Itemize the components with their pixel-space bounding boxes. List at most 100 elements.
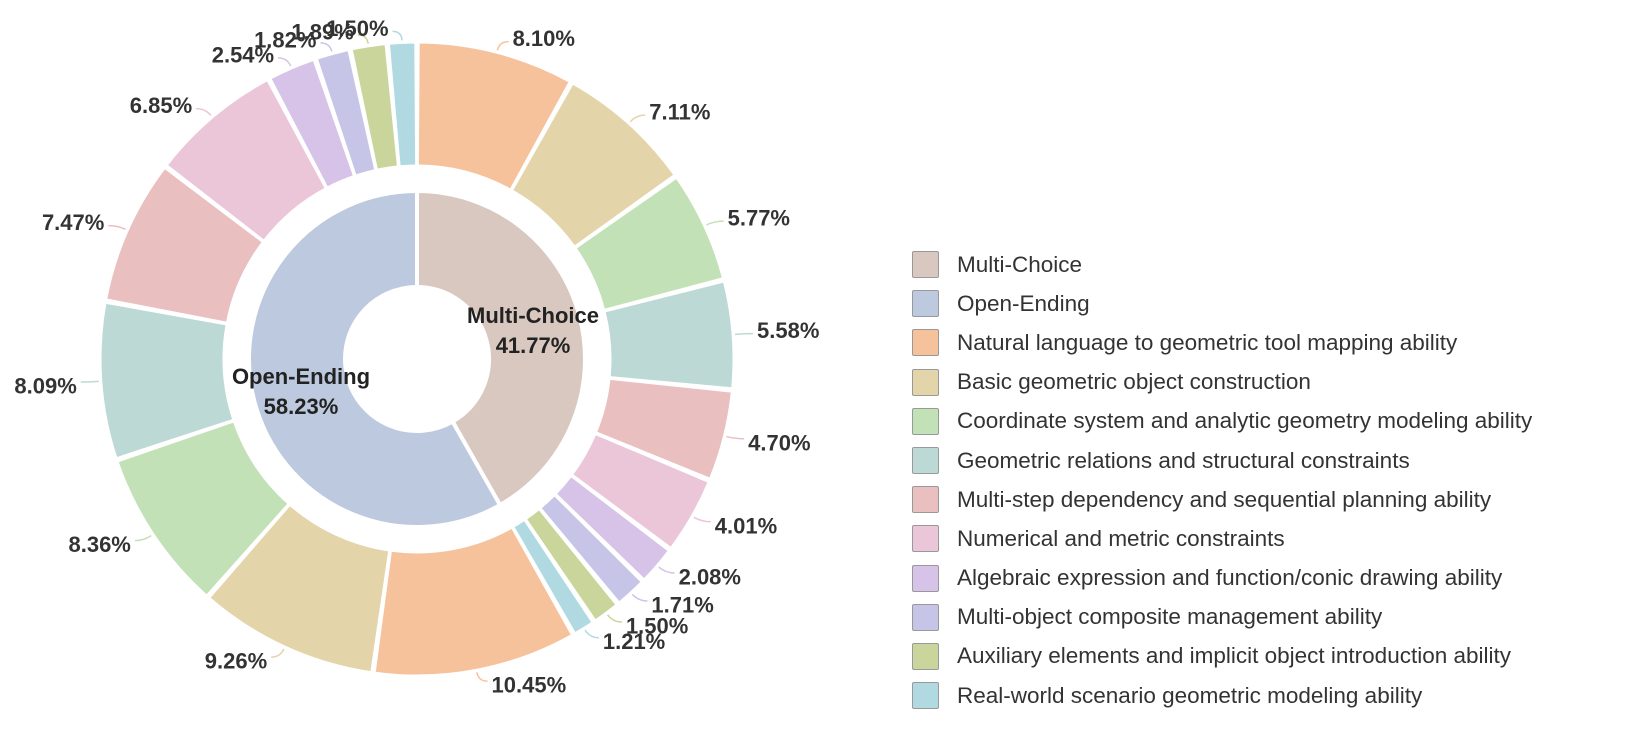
outer-slice-open-ending-multi-object-composite-management-ability — [316, 50, 376, 176]
outer-slice-multi-choice-geometric-relations-and-structural-constraints — [604, 281, 734, 389]
outer-percent-label: 4.70% — [748, 430, 810, 455]
legend-swatch — [912, 329, 939, 357]
outer-percent-label: 1.89% — [291, 19, 353, 44]
legend-swatch — [912, 486, 939, 514]
outer-percent-label: 5.58% — [757, 318, 819, 343]
inner-ring — [247, 188, 587, 529]
outer-ring — [100, 42, 734, 676]
leader-line — [196, 107, 212, 116]
outer-percent-label: 1.50% — [626, 614, 688, 639]
legend-item-multi-step-dependency-and-sequential-planning-ability: Multi-step dependency and sequential pla… — [912, 480, 1532, 519]
legend-item-geometric-relations-and-structural-constraints: Geometric relations and structural const… — [912, 441, 1532, 480]
legend-item-multi-choice: Multi-Choice — [912, 245, 1532, 284]
legend-label: Geometric relations and structural const… — [957, 447, 1410, 473]
inner-slice-multi-choice — [415, 188, 587, 508]
outer-percent-label: 1.50% — [326, 16, 388, 41]
legend-item-coordinate-system-and-analytic-geometry-modeling-ability: Coordinate system and analytic geometry … — [912, 402, 1532, 441]
leader-line — [357, 34, 369, 44]
outer-percent-labels: 8.10% 7.11% 5.77% 5.58% 4.70% 4.01% 2.08% 1.71%… — [14, 16, 819, 698]
outer-slice-multi-choice-algebraic-expression-and-function-conic-drawing-ability — [555, 476, 669, 580]
leader-line — [108, 224, 126, 230]
outer-slice-multi-choice-natural-language-to-geometric-tool-mapping-ability — [417, 42, 570, 190]
outer-slice-open-ending-coordinate-system-and-analytic-geometry-modeling-ability — [117, 421, 289, 596]
legend-label: Numerical and metric constraints — [957, 525, 1285, 551]
outer-percent-label: 2.08% — [679, 564, 741, 589]
outer-percent-label: 1.21% — [603, 629, 665, 654]
outer-slice-multi-choice-coordinate-system-and-analytic-geometry-modeling-ability — [575, 177, 724, 310]
legend-label: Multi-object composite management abilit… — [957, 604, 1383, 630]
outer-percent-label: 6.85% — [130, 93, 192, 118]
legend-swatch — [912, 368, 939, 396]
outer-percent-label: 4.01% — [715, 513, 777, 538]
leader-line — [629, 114, 646, 123]
outer-percent-label: 2.54% — [212, 42, 274, 67]
inner-slice-open-ending — [247, 188, 503, 529]
legend-label: Real-world scenario geometric modeling a… — [957, 682, 1423, 708]
inner-value-multi-choice: 41.77% — [496, 333, 571, 358]
outer-slice-multi-choice-basic-geometric-object-construction — [512, 83, 675, 247]
legend-label: Open-Ending — [957, 290, 1090, 316]
outer-slice-open-ending-auxiliary-elements-and-implicit-object-introduction-ability — [351, 44, 398, 170]
legend-label: Auxiliary elements and implicit object i… — [957, 643, 1512, 669]
outer-slice-multi-choice-numerical-and-metric-constraints — [572, 433, 709, 548]
leader-lines — [80, 30, 754, 682]
outer-slice-open-ending-natural-language-to-geometric-tool-mapping-ability — [374, 527, 572, 676]
legend-label: Algebraic expression and function/conic … — [957, 565, 1503, 591]
outer-slice-open-ending-multi-step-dependency-and-sequential-planning-ability — [106, 167, 263, 323]
legend-label: Basic geometric object construction — [957, 369, 1311, 395]
legend-label: Multi-Choice — [957, 251, 1083, 277]
legend-item-multi-object-composite-management-ability: Multi-object composite management abilit… — [912, 598, 1532, 637]
legend-label: Coordinate system and analytic geometry … — [957, 408, 1533, 434]
leader-line — [606, 614, 622, 623]
leader-line — [392, 30, 403, 41]
inner-value-open-ending: 58.23% — [264, 394, 339, 419]
outer-slice-open-ending-numerical-and-metric-constraints — [166, 80, 326, 241]
outer-slice-multi-choice-auxiliary-elements-and-implicit-object-introduction-ability — [525, 509, 617, 621]
outer-percent-label: 7.11% — [649, 100, 710, 125]
legend-item-auxiliary-elements-and-implicit-object-introduction-ability: Auxiliary elements and implicit object i… — [912, 637, 1532, 676]
outer-percent-label: 10.45% — [492, 673, 567, 698]
inner-label-multi-choice: Multi-Choice — [467, 303, 599, 328]
outer-percent-label: 8.10% — [513, 26, 575, 51]
legend-item-real-world-scenario-geometric-modeling-ability: Real-world scenario geometric modeling a… — [912, 676, 1532, 715]
outer-percent-label: 1.82% — [254, 27, 316, 52]
leader-line — [80, 380, 99, 383]
nested-donut-chart: 8.10% 7.11% 5.77% 5.58% 4.70% 4.01% 2.08% 1.71%… — [14, 16, 819, 698]
legend-swatch — [912, 290, 939, 318]
leader-line — [734, 332, 754, 336]
legend-item-open-ending: Open-Ending — [912, 284, 1532, 323]
outer-percent-label: 7.47% — [42, 210, 104, 235]
leader-line — [726, 435, 745, 440]
leader-line — [496, 40, 509, 51]
outer-percent-label: 9.26% — [205, 649, 267, 674]
outer-slice-open-ending-algebraic-expression-and-function-conic-drawing-ability — [270, 59, 354, 188]
outer-percent-label: 5.77% — [728, 206, 790, 231]
legend-swatch — [912, 407, 939, 435]
legend-item-basic-geometric-object-construction: Basic geometric object construction — [912, 363, 1532, 402]
inner-labels: Multi-Choice 41.77% Open-Ending 58.23% — [232, 303, 599, 419]
legend-swatch — [912, 525, 939, 553]
outer-slice-open-ending-real-world-scenario-geometric-modeling-ability — [388, 42, 417, 167]
inner-label-open-ending: Open-Ending — [232, 364, 370, 389]
leader-line — [271, 648, 285, 658]
leader-line — [278, 57, 292, 67]
leader-line — [320, 42, 333, 52]
outer-percent-label: 1.71% — [651, 592, 713, 617]
outer-percent-label: 8.36% — [68, 532, 130, 557]
legend-item-numerical-and-metric-constraints: Numerical and metric constraints — [912, 519, 1532, 558]
leader-line — [658, 566, 675, 574]
outer-slice-open-ending-basic-geometric-object-construction — [209, 504, 390, 673]
leader-line — [706, 220, 724, 226]
leader-line — [631, 593, 648, 602]
outer-slice-multi-choice-multi-step-dependency-and-sequential-planning-ability — [596, 378, 732, 479]
outer-slice-multi-choice-multi-object-composite-management-ability — [540, 495, 642, 603]
outer-slice-open-ending-geometric-relations-and-structural-constraints — [100, 302, 234, 459]
legend-swatch — [912, 251, 939, 279]
legend-item-natural-language-to-geometric-tool-mapping-ability: Natural language to geometric tool mappi… — [912, 323, 1532, 362]
legend: Multi-Choice Open-Ending Natural language … — [912, 245, 1532, 715]
legend-swatch — [912, 603, 939, 631]
legend-item-algebraic-expression-and-function-conic-drawing-ability: Algebraic expression and function/conic … — [912, 559, 1532, 598]
leader-line — [584, 629, 599, 639]
leader-line — [693, 516, 711, 523]
legend-swatch — [912, 642, 939, 670]
